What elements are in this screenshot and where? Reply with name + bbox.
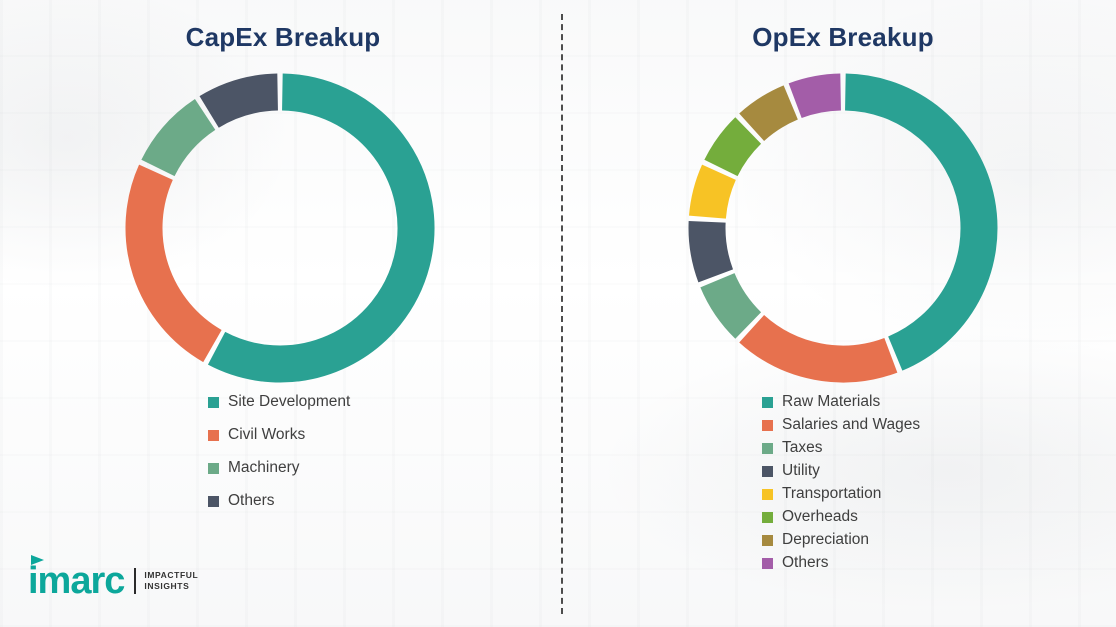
- donut-segment-utility: [688, 220, 734, 283]
- logo-divider: [134, 568, 137, 594]
- legend-label: Taxes: [782, 439, 823, 456]
- legend-item: Transportation: [762, 484, 920, 504]
- legend-swatch: [762, 511, 773, 523]
- legend-item: Depreciation: [762, 530, 920, 550]
- logo-tagline: IMPACTFUL INSIGHTS: [144, 570, 198, 593]
- capex-chart-title: CapEx Breakup: [185, 22, 381, 52]
- legend-swatch: [208, 429, 219, 441]
- legend-swatch: [762, 442, 773, 454]
- legend-swatch: [208, 462, 219, 474]
- legend-swatch: [208, 495, 219, 507]
- legend-swatch: [208, 396, 219, 408]
- legend-swatch: [762, 488, 773, 500]
- legend-label: Machinery: [228, 459, 300, 476]
- donut-segment-overheads: [704, 117, 762, 177]
- legend-item: Civil Works: [208, 425, 350, 445]
- legend-item: Machinery: [208, 458, 350, 478]
- legend-item: Taxes: [762, 438, 920, 458]
- legend-swatch: [762, 396, 773, 408]
- legend-label: Civil Works: [228, 426, 306, 443]
- donut-segment-salaries-and-wages: [739, 314, 898, 383]
- legend-label: Site Development: [228, 393, 351, 410]
- logo-tagline-line1: IMPACTFUL: [144, 569, 199, 580]
- legend-label: Utility: [782, 462, 820, 479]
- donut-segment-transportation: [688, 164, 737, 220]
- vertical-dashed-separator: [561, 14, 563, 614]
- imarc-logo: imarc IMPACTFUL INSIGHTS: [28, 555, 198, 602]
- legend-label: Raw Materials: [782, 393, 881, 410]
- legend-item: Utility: [762, 461, 920, 481]
- logo-tagline-line2: INSIGHTS: [144, 581, 190, 591]
- legend-item: Raw Materials: [762, 392, 920, 412]
- legend-swatch: [762, 465, 773, 477]
- donut-segment-taxes: [700, 272, 762, 339]
- logo-mark: imarc: [28, 555, 125, 602]
- legend-item: Others: [208, 491, 350, 511]
- legend-swatch: [762, 557, 773, 569]
- donut-segment-others: [788, 73, 842, 119]
- legend-label: Salaries and Wages: [782, 416, 921, 433]
- legend-item: Site Development: [208, 392, 350, 412]
- donut-svg: [125, 73, 435, 383]
- capex-donut-chart: [125, 73, 435, 383]
- legend-swatch: [762, 419, 773, 431]
- legend-label: Others: [228, 492, 275, 509]
- opex-donut-chart: [688, 73, 998, 383]
- legend-item: Salaries and Wages: [762, 415, 920, 435]
- logo-flag-icon: [31, 555, 44, 565]
- logo-text: imarc: [28, 560, 125, 602]
- donut-segment-civil-works: [125, 164, 222, 363]
- donut-segment-raw-materials: [844, 73, 998, 371]
- donut-svg: [688, 73, 998, 383]
- legend-item: Overheads: [762, 507, 920, 527]
- donut-segment-site-development: [207, 73, 435, 383]
- donut-segment-machinery: [141, 99, 216, 177]
- legend-label: Transportation: [782, 485, 882, 502]
- legend-label: Others: [782, 554, 829, 571]
- capex-legend: Site Development Civil Works Machinery Othe…: [208, 392, 350, 524]
- opex-legend: Raw Materials Salaries and Wages Taxes Util…: [762, 392, 920, 576]
- legend-label: Depreciation: [782, 531, 870, 548]
- donut-segment-depreciation: [739, 85, 799, 142]
- legend-item: Others: [762, 553, 920, 573]
- legend-label: Overheads: [782, 508, 858, 525]
- opex-chart-title: OpEx Breakup: [752, 22, 934, 52]
- donut-segment-others: [199, 73, 279, 128]
- legend-swatch: [762, 534, 773, 546]
